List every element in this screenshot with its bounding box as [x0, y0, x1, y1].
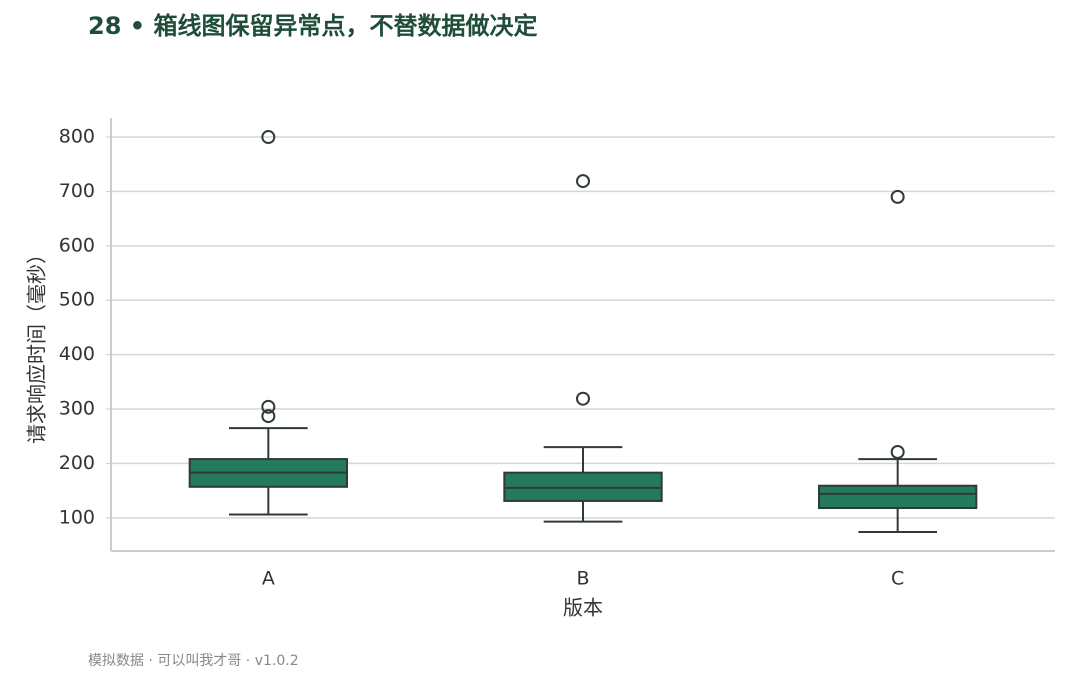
outlier: [261, 130, 276, 145]
outlier: [261, 409, 276, 424]
y-tick-label: 500: [59, 289, 95, 311]
y-tick-label: 400: [59, 343, 95, 365]
outlier: [261, 399, 276, 414]
outlier: [576, 391, 590, 406]
outlier: [890, 444, 905, 459]
x-tick-label: B: [576, 568, 589, 590]
box: [503, 471, 663, 502]
outlier: [576, 174, 590, 189]
outlier: [890, 189, 905, 204]
x-tick-label: C: [891, 568, 904, 590]
y-tick-label: 700: [59, 180, 95, 202]
y-tick-label: 300: [59, 398, 95, 420]
x-tick-label: A: [262, 568, 275, 590]
y-tick-label: 100: [59, 506, 95, 528]
y-tick-label: 800: [59, 126, 95, 148]
y-tick-label: 200: [59, 452, 95, 474]
chart-title: 28 • 箱线图保留异常点，不替数据做决定: [88, 12, 537, 40]
box: [818, 484, 978, 510]
footer: 模拟数据 · 可以叫我才哥 · v1.0.2: [88, 653, 299, 669]
x-axis-label: 版本: [563, 596, 603, 620]
y-tick-label: 600: [59, 234, 95, 256]
y-axis-label: 请求响应时间（毫秒）: [25, 244, 49, 444]
